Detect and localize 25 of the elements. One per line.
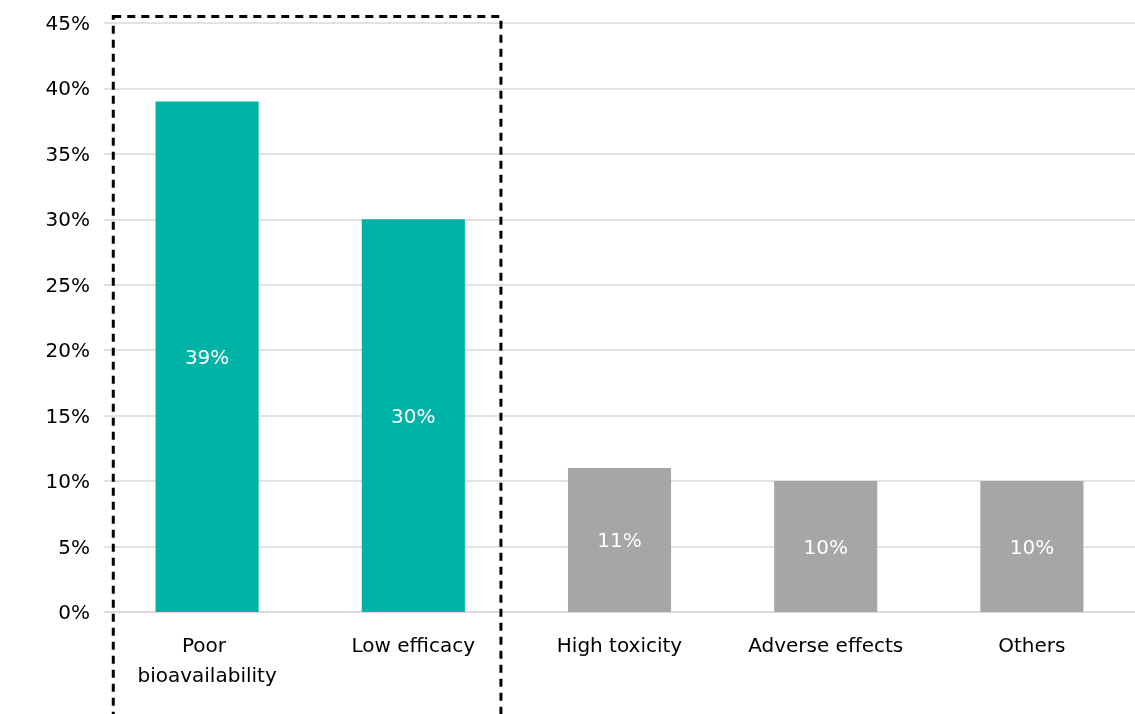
data-label: 39% — [184, 344, 230, 369]
bar — [567, 468, 672, 612]
data-label: 10% — [803, 534, 848, 559]
y-tick-label: 15% — [45, 403, 90, 428]
x-tick-label: Low efficacy — [351, 633, 476, 657]
data-label: 11% — [597, 528, 642, 553]
x-tick-label: High toxicity — [556, 633, 683, 657]
bar — [155, 101, 259, 612]
data-label: 10% — [1009, 534, 1055, 559]
x-tick-label: Poor bioavailability — [137, 633, 277, 687]
y-tick-label: 40% — [45, 76, 90, 101]
x-tick-label: Adverse effects — [748, 633, 904, 657]
y-tick-label: 45% — [45, 11, 90, 35]
y-tick-label: 10% — [45, 469, 90, 494]
y-tick-label: 35% — [45, 141, 90, 166]
x-tick-label: Others — [998, 633, 1066, 657]
y-tick-label: 30% — [45, 207, 90, 232]
y-tick-label: 20% — [45, 338, 90, 363]
bar — [980, 481, 1084, 612]
y-tick-label: 25% — [45, 272, 90, 297]
bar — [774, 481, 878, 612]
data-label: 30% — [391, 403, 436, 428]
y-tick-label: 5% — [58, 534, 90, 559]
y-tick-label: 0% — [58, 600, 90, 624]
bar — [361, 219, 465, 612]
